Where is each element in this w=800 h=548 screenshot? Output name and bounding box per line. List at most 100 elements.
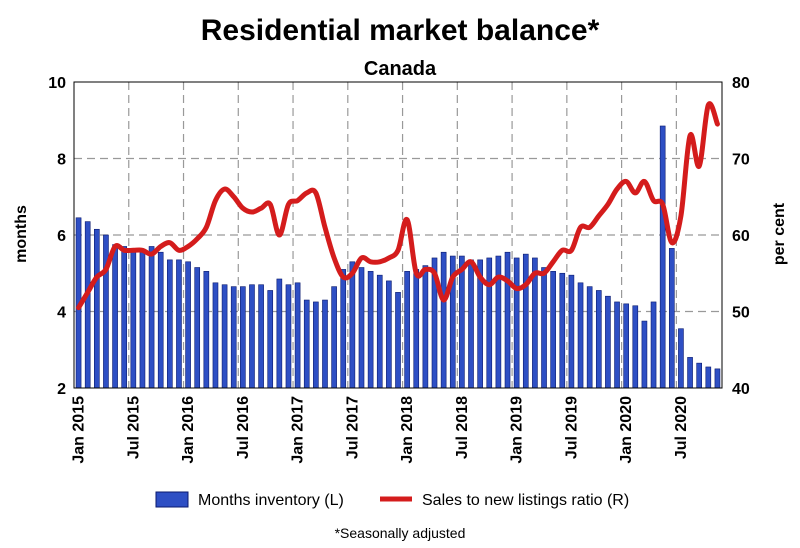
right-tick-label: 80 xyxy=(732,75,750,92)
legend-line-label: Sales to new listings ratio (R) xyxy=(422,492,629,509)
inventory-bar xyxy=(258,284,264,389)
inventory-bar xyxy=(176,259,182,389)
inventory-bar xyxy=(221,284,228,389)
inventory-bar xyxy=(705,366,712,389)
chart-subtitle: Canada xyxy=(364,58,437,80)
left-tick-label: 8 xyxy=(57,152,66,169)
right-tick-label: 70 xyxy=(732,152,750,169)
x-tick-label: Jul 2016 xyxy=(235,396,252,459)
left-tick-label: 10 xyxy=(48,75,66,92)
left-tick-label: 4 xyxy=(57,305,66,322)
inventory-bar xyxy=(605,295,611,389)
inventory-bar xyxy=(139,250,146,389)
inventory-bar xyxy=(541,267,547,389)
inventory-bar xyxy=(696,362,702,389)
inventory-bar xyxy=(386,280,392,389)
inventory-bar xyxy=(358,267,365,389)
gridlines xyxy=(74,82,722,388)
inventory-bar xyxy=(714,368,721,389)
x-tick-label: Jan 2019 xyxy=(509,396,526,464)
inventory-bar xyxy=(623,303,629,389)
x-tick-label: Jul 2018 xyxy=(454,396,471,459)
inventory-bar xyxy=(413,269,420,389)
inventory-bar xyxy=(212,282,219,389)
left-tick-label: 2 xyxy=(57,381,66,398)
legend: Months inventory (L) Sales to new listin… xyxy=(155,491,629,509)
inventory-bar xyxy=(513,257,520,389)
x-tick-label: Jul 2019 xyxy=(563,396,580,459)
x-tick-label: Jan 2017 xyxy=(290,396,307,464)
inventory-bar xyxy=(559,272,566,389)
inventory-bar xyxy=(194,267,201,389)
right-axis-ticks: 40 50 60 70 80 xyxy=(732,75,750,398)
inventory-bar xyxy=(94,228,100,389)
x-tick-label: Jan 2015 xyxy=(71,396,88,464)
left-axis-ticks: 2 4 6 8 10 xyxy=(48,75,66,398)
inventory-bar xyxy=(632,305,639,389)
inventory-bar xyxy=(522,253,529,389)
inventory-bar xyxy=(185,261,191,389)
inventory-bar xyxy=(687,357,693,389)
inventory-bar xyxy=(459,255,465,389)
inventory-bar xyxy=(112,244,118,389)
right-tick-label: 60 xyxy=(732,228,750,245)
legend-bar-swatch xyxy=(155,491,189,508)
inventory-bar xyxy=(322,299,328,389)
inventory-bar xyxy=(130,248,137,389)
inventory-bar xyxy=(285,284,292,389)
inventory-bar xyxy=(678,328,684,389)
x-tick-label: Jan 2020 xyxy=(618,396,635,464)
plot-frame xyxy=(73,81,723,389)
x-tick-label: Jul 2015 xyxy=(125,396,142,459)
inventory-bar xyxy=(440,251,447,389)
inventory-bar xyxy=(468,259,474,389)
inventory-bar xyxy=(349,261,356,389)
x-axis-ticks: Jan 2015 Jul 2015 Jan 2016 Jul 2016 Jan 2017… xyxy=(71,396,690,464)
line-series xyxy=(76,101,720,311)
inventory-bar xyxy=(340,269,347,389)
inventory-bar xyxy=(668,248,675,389)
inventory-bar xyxy=(568,274,575,389)
x-tick-label: Jan 2018 xyxy=(399,396,416,464)
inventory-bar xyxy=(303,299,310,389)
inventory-bar xyxy=(230,286,237,389)
right-tick-label: 40 xyxy=(732,381,750,398)
inventory-bar xyxy=(650,301,657,389)
inventory-bar xyxy=(167,259,173,389)
inventory-bar xyxy=(157,251,164,389)
inventory-bar xyxy=(550,271,556,389)
inventory-bar xyxy=(313,301,319,389)
inventory-bar xyxy=(614,301,620,389)
inventory-bar xyxy=(121,246,128,389)
inventory-bar xyxy=(577,282,584,389)
inventory-bar xyxy=(240,286,246,389)
inventory-bar xyxy=(659,125,666,389)
x-tick-label: Jul 2017 xyxy=(344,396,361,459)
inventory-bar xyxy=(504,251,511,389)
x-tick-label: Jul 2020 xyxy=(673,396,690,459)
inventory-bar xyxy=(276,278,283,389)
right-axis-label: per cent xyxy=(771,202,788,265)
left-tick-label: 6 xyxy=(57,228,66,245)
inventory-bar xyxy=(395,292,401,389)
inventory-bar xyxy=(404,271,410,389)
footnote: *Seasonally adjusted xyxy=(335,525,466,541)
inventory-bar xyxy=(376,274,383,389)
inventory-bar xyxy=(586,286,593,389)
inventory-bar xyxy=(331,286,337,389)
inventory-bar xyxy=(148,246,155,389)
chart-title: Residential market balance* xyxy=(201,14,600,47)
inventory-bar xyxy=(267,290,274,389)
inventory-bar xyxy=(486,257,493,389)
inventory-bar xyxy=(595,290,602,389)
legend-bar-label: Months inventory (L) xyxy=(198,492,344,509)
bar-series xyxy=(75,125,721,389)
left-axis-label: months xyxy=(13,205,30,263)
inventory-bar xyxy=(367,271,374,389)
sales-to-listings-line xyxy=(76,101,720,311)
inventory-bar xyxy=(249,284,255,389)
inventory-bar xyxy=(203,271,210,389)
right-tick-label: 50 xyxy=(732,305,750,322)
inventory-bar xyxy=(641,320,648,389)
